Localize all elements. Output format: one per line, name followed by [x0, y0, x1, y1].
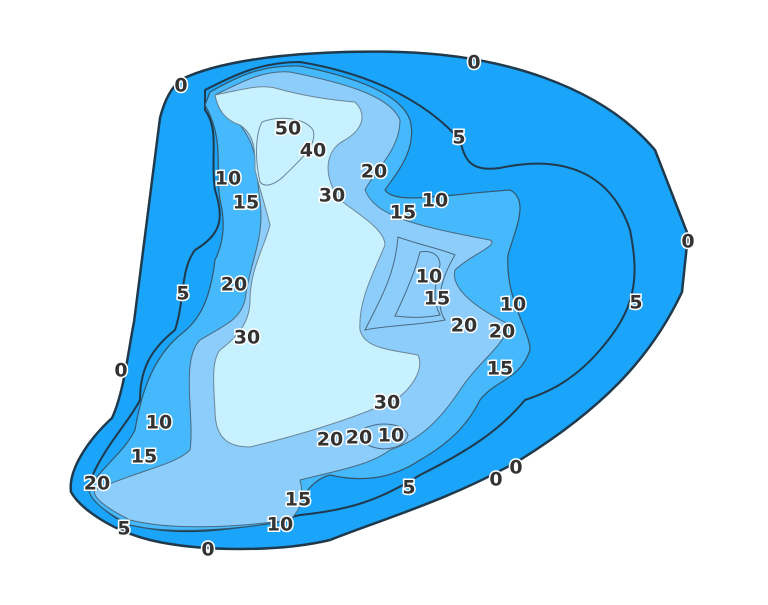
contour-label: 0	[467, 52, 480, 74]
contour-label: 5	[402, 477, 415, 499]
contour-5	[90, 61, 636, 533]
contour-label: 0	[681, 231, 694, 253]
contour-label: 10	[416, 266, 442, 288]
contour-label: 15	[233, 192, 259, 214]
contour-label: 10	[267, 514, 293, 536]
contour-label: 10	[215, 168, 241, 190]
contour-label: 20	[317, 429, 343, 451]
contour-label: 5	[629, 292, 642, 314]
contour-label: 15	[487, 358, 513, 380]
contour-label: 50	[275, 118, 301, 140]
contour-label: 20	[361, 161, 387, 183]
contour-label: 0	[114, 360, 127, 382]
contour-label: 10	[422, 190, 448, 212]
contour-label: 15	[285, 489, 311, 511]
contour-label: 5	[452, 127, 465, 149]
contour-label: 20	[489, 321, 515, 343]
contour-label: 20	[84, 473, 110, 495]
contour-label: 30	[234, 327, 260, 349]
contour-label: 0	[174, 75, 187, 97]
contour-hole-10	[364, 236, 456, 331]
contour-label: 10	[378, 425, 404, 447]
contour-label: 15	[131, 446, 157, 468]
contour-label: 10	[146, 412, 172, 434]
contour-label: 30	[374, 392, 400, 414]
contour-label: 0	[489, 469, 502, 491]
contour-label: 20	[451, 315, 477, 337]
contour-label: 5	[117, 518, 130, 540]
depth-30-region	[213, 86, 421, 448]
contour-label: 40	[300, 140, 326, 162]
contour-label: 10	[500, 294, 526, 316]
contour-hole-15	[394, 251, 441, 318]
contour-label: 15	[424, 288, 450, 310]
contour-50	[256, 117, 315, 186]
contour-label: 15	[390, 202, 416, 224]
contour-label: 20	[346, 427, 372, 449]
contour-label: 30	[319, 185, 345, 207]
contour-label: 0	[509, 457, 522, 479]
contour-label: 0	[201, 539, 214, 561]
contour-label: 20	[221, 274, 247, 296]
contour-label: 5	[176, 283, 189, 305]
contour-hole-20	[360, 423, 409, 450]
